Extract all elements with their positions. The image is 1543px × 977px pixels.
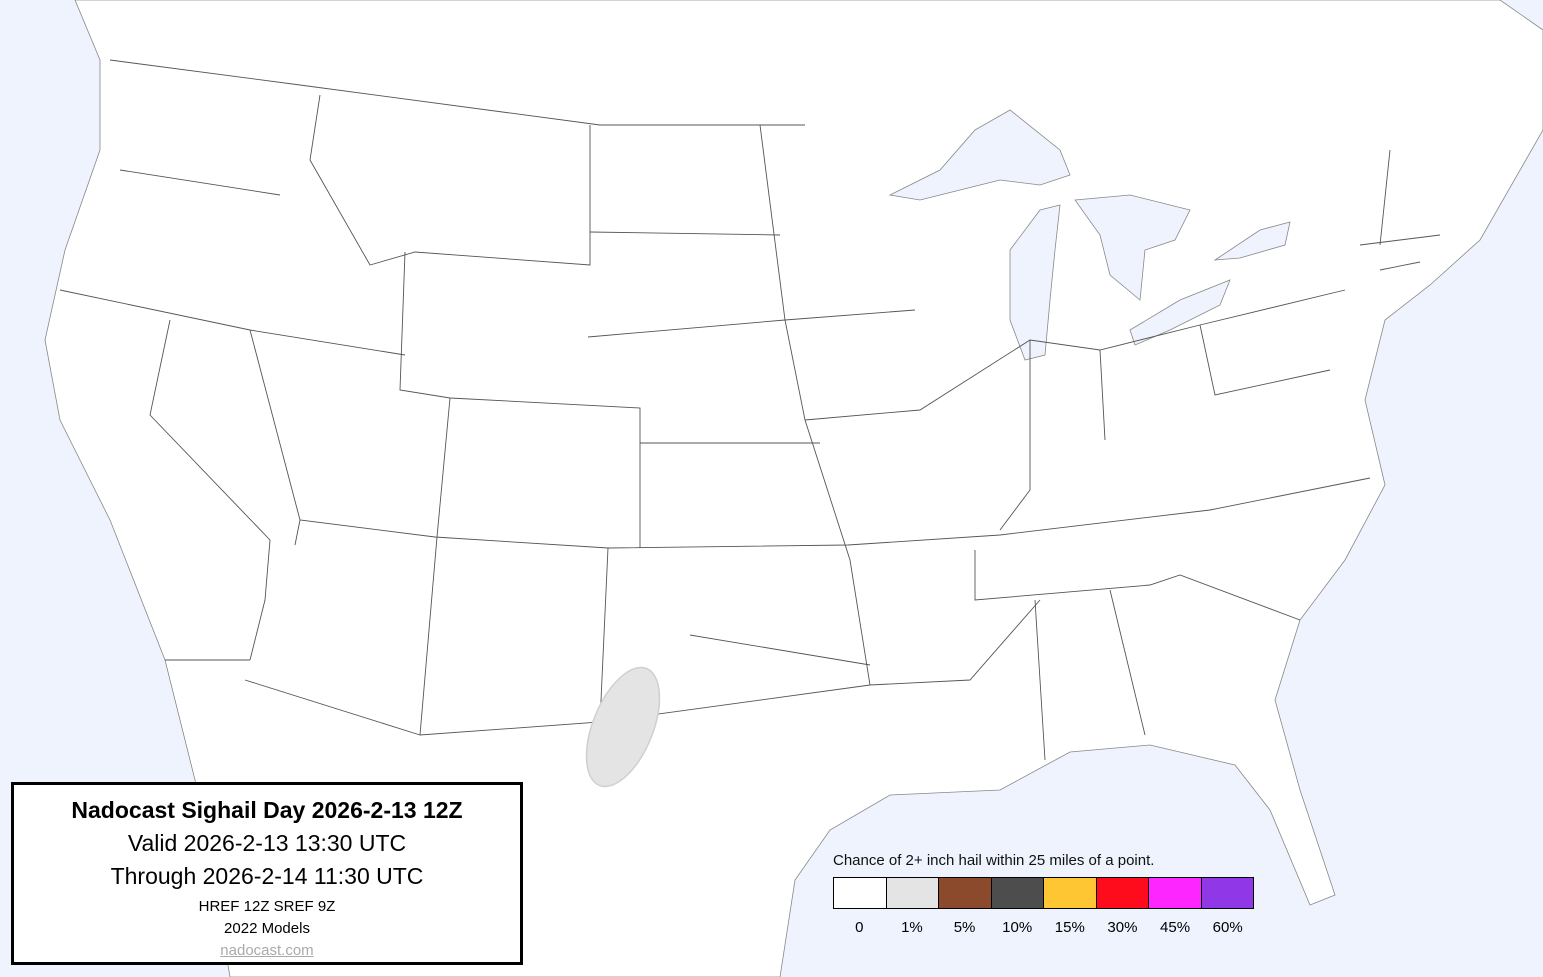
lake-michigan <box>1009 204 1061 361</box>
lake-superior <box>888 109 1071 201</box>
legend-swatch <box>886 878 939 908</box>
through-time: Through 2026-2-14 11:30 UTC <box>110 863 424 889</box>
state-boundaries <box>59 59 1441 761</box>
legend-swatch <box>834 878 887 908</box>
legend-swatch <box>991 878 1044 908</box>
lake-huron <box>1074 194 1191 301</box>
legend-swatch <box>1149 878 1202 908</box>
legend-label: 45% <box>1160 919 1191 936</box>
legend-swatches <box>833 877 1254 909</box>
legend-title: Chance of 2+ inch hail within 25 miles o… <box>833 852 1155 869</box>
great-lakes <box>888 109 1291 361</box>
legend-label: 30% <box>1107 919 1138 936</box>
lake-erie <box>1129 279 1231 346</box>
legend-swatch <box>1201 878 1253 908</box>
forecast-area-1pct <box>585 666 661 788</box>
site-link[interactable]: nadocast.com <box>220 942 314 959</box>
land-mass <box>44 0 1543 977</box>
legend-label: 10% <box>1002 919 1033 936</box>
lake-ontario <box>1213 221 1291 261</box>
legend-label: 0 <box>855 919 864 936</box>
legend-label: 60% <box>1212 919 1243 936</box>
legend-swatch <box>1044 878 1097 908</box>
legend-swatch <box>939 878 992 908</box>
map-title: Nadocast Sighail Day 2026-2-13 12Z <box>71 797 463 823</box>
valid-time: Valid 2026-2-13 13:30 UTC <box>127 830 407 856</box>
legend-labels: 0 1% 5% 10% 15% 30% 45% 60% <box>833 919 1254 936</box>
legend-label: 1% <box>901 919 923 936</box>
models-run: HREF 12Z SREF 9Z <box>198 898 336 915</box>
legend: Chance of 2+ inch hail within 25 miles o… <box>833 852 1258 936</box>
legend-swatch <box>1096 878 1149 908</box>
legend-label: 5% <box>953 919 976 936</box>
models-version: 2022 Models <box>224 920 310 937</box>
legend-label: 15% <box>1054 919 1085 936</box>
title-box: Nadocast Sighail Day 2026-2-13 12Z Valid… <box>11 782 523 965</box>
